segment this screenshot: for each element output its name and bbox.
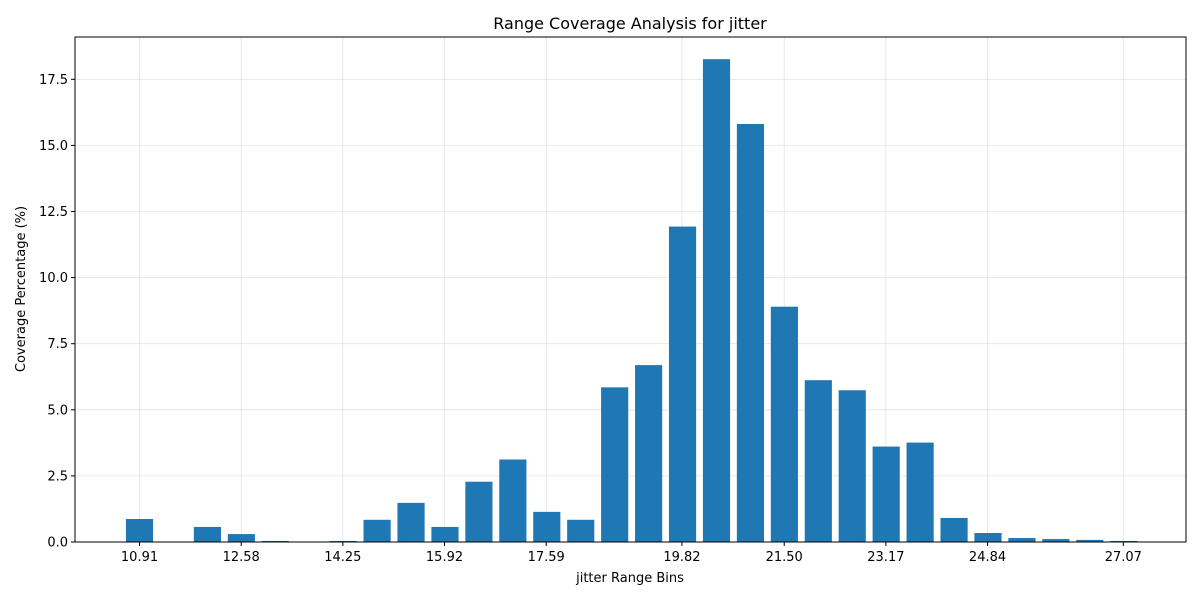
y-tick-label: 17.5 [39,73,68,88]
x-tick-label: 10.91 [121,550,158,565]
bar [770,306,798,542]
x-tick-label: 21.50 [766,550,803,565]
bar [261,540,289,542]
bar [906,442,934,542]
y-tick-label: 12.5 [39,205,68,220]
bar [601,387,629,542]
x-tick-label: 27.07 [1105,550,1142,565]
y-tick-label: 15.0 [39,139,68,154]
bar [363,519,391,542]
y-tick-label: 0.0 [47,536,68,551]
y-axis-ticks: 0.0 2.5 5.0 7.5 10.0 12.5 15.0 17.5 [39,73,75,551]
plot-frame [74,36,1187,543]
bar [431,526,459,542]
bar [499,459,527,542]
y-axis-label: Coverage Percentage (%) [14,206,29,372]
bar [533,511,561,542]
bar [702,59,731,543]
bar [872,446,900,542]
x-tick-label: 12.58 [223,550,260,565]
bar [838,390,866,542]
x-tick-label: 15.92 [426,550,463,565]
bar [974,533,1002,542]
bar [1076,539,1104,542]
bar [736,123,765,542]
x-tick-label: 19.82 [663,550,700,565]
y-tick-label: 7.5 [47,337,68,352]
bar [125,518,154,542]
bar [567,519,595,542]
bar [804,380,832,542]
x-tick-label: 23.17 [867,550,904,565]
bar [227,534,255,542]
bar [1042,539,1070,542]
bar [1110,540,1138,542]
bar [329,540,357,542]
x-tick-label: 14.25 [324,550,361,565]
bars [125,59,1138,543]
x-tick-label: 17.59 [528,550,565,565]
y-tick-label: 5.0 [47,403,68,418]
bar [635,365,663,542]
chart-title: Range Coverage Analysis for jitter [493,14,767,33]
bar [397,502,425,542]
bar [465,481,493,542]
bar [193,526,221,542]
bar [940,517,968,542]
bar [668,226,697,542]
x-axis-label: jitter Range Bins [575,571,684,586]
y-tick-label: 10.0 [39,271,68,286]
y-tick-label: 2.5 [47,469,68,484]
bar [1008,538,1036,542]
x-tick-label: 24.84 [969,550,1006,565]
x-axis-ticks: 10.91 12.58 14.25 15.92 17.59 19.82 21.50 23.17… [121,542,1142,565]
